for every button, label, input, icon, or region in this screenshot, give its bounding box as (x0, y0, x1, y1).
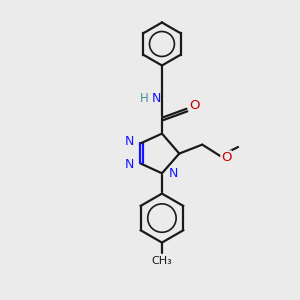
Text: O: O (190, 99, 200, 112)
Text: H: H (140, 92, 149, 105)
Text: CH₃: CH₃ (152, 256, 172, 266)
Text: N: N (152, 92, 161, 105)
Text: N: N (169, 167, 178, 180)
Text: N: N (125, 158, 134, 171)
Text: N: N (125, 135, 134, 148)
Text: O: O (221, 151, 231, 164)
